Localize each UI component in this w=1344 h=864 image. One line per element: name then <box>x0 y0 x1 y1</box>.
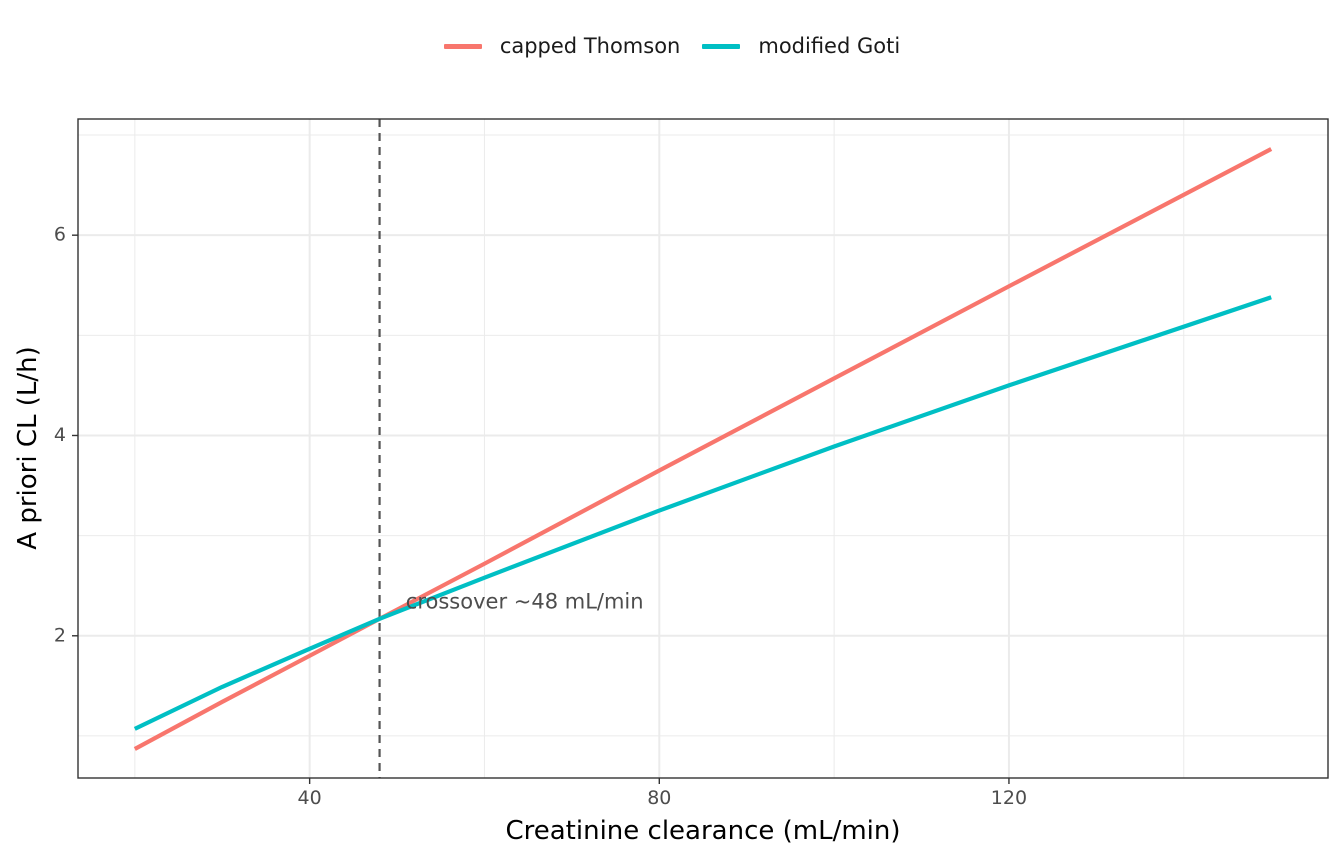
x-axis-label: Creatinine clearance (mL/min) <box>505 816 901 846</box>
legend-item-capped-thomson: capped Thomson <box>443 34 681 58</box>
y-tick-label: 6 <box>54 224 66 246</box>
series-line-capped-thomson <box>133 147 1273 751</box>
y-axis-label: A priori CL (L/h) <box>13 346 43 550</box>
legend-label-modified-goti: modified Goti <box>758 34 901 58</box>
y-tick-label: 2 <box>54 624 66 646</box>
x-tick-label: 120 <box>991 787 1027 809</box>
crossover-annotation: crossover ~48 mL/min <box>406 590 644 614</box>
y-tick-label: 4 <box>54 424 66 446</box>
legend-item-modified-goti: modified Goti <box>702 34 900 58</box>
x-tick-label: 80 <box>647 787 671 809</box>
legend-key-modified-goti <box>702 43 741 49</box>
x-tick-label: 40 <box>298 787 322 809</box>
legend-label-capped-thomson: capped Thomson <box>499 34 681 58</box>
chart-legend: capped Thomson modified Goti <box>0 34 1344 58</box>
plot-border <box>77 118 1329 779</box>
series-line-modified-goti <box>133 295 1272 731</box>
legend-key-capped-thomson <box>443 43 482 49</box>
